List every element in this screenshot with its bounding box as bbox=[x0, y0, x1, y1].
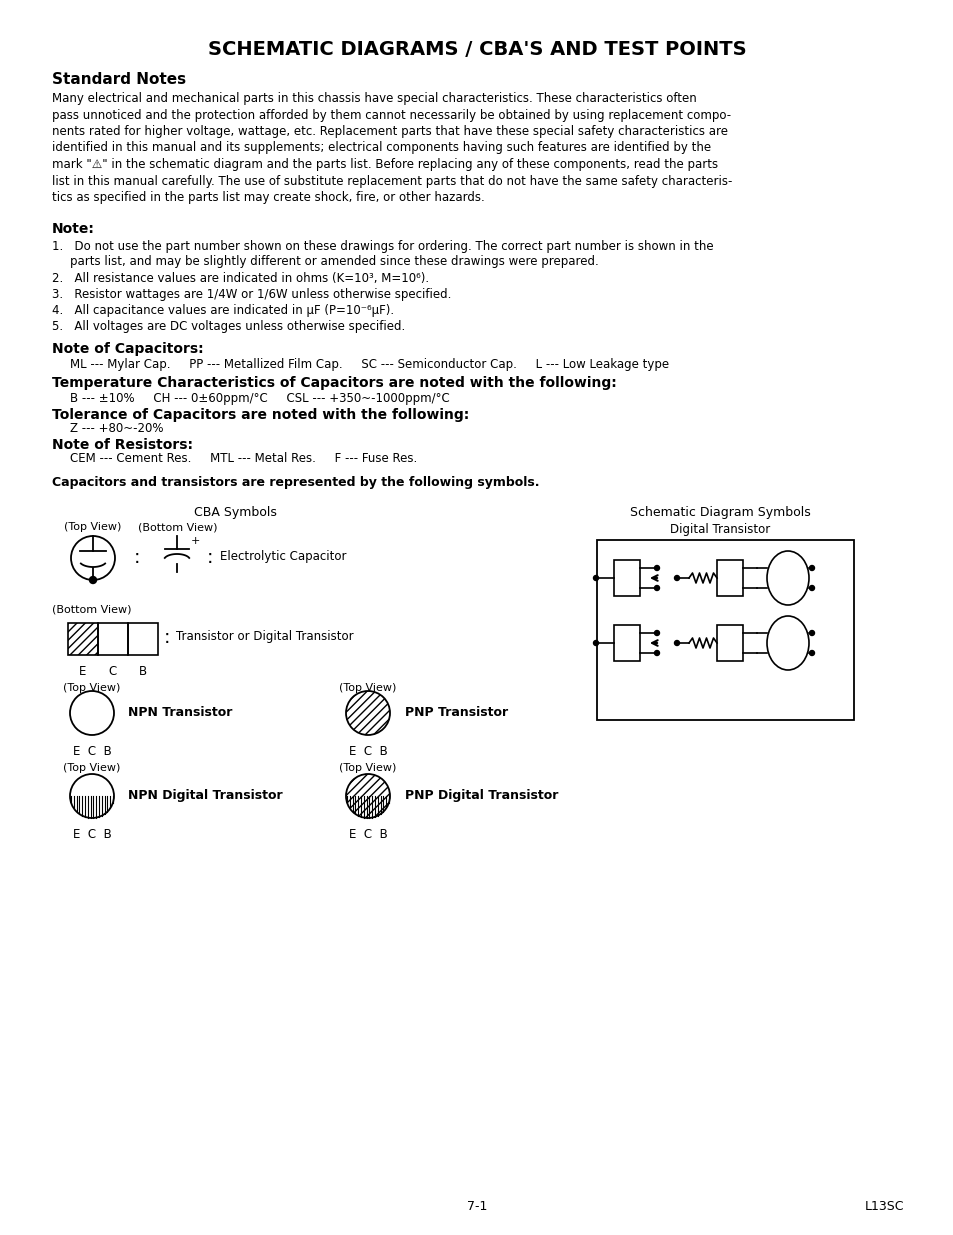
Text: PNP Digital Transistor: PNP Digital Transistor bbox=[405, 789, 558, 803]
Circle shape bbox=[674, 576, 679, 580]
Text: Schematic Diagram Symbols: Schematic Diagram Symbols bbox=[629, 506, 809, 519]
Text: CBA Symbols: CBA Symbols bbox=[193, 506, 276, 519]
Circle shape bbox=[674, 641, 679, 646]
Text: parts list, and may be slightly different or amended since these drawings were p: parts list, and may be slightly differen… bbox=[70, 254, 598, 268]
Text: 5.   All voltages are DC voltages unless otherwise specified.: 5. All voltages are DC voltages unless o… bbox=[52, 320, 405, 333]
Text: pass unnoticed and the protection afforded by them cannot necessarily be obtaine: pass unnoticed and the protection afford… bbox=[52, 109, 730, 121]
Circle shape bbox=[809, 651, 814, 656]
Circle shape bbox=[593, 576, 598, 580]
Text: identified in this manual and its supplements; electrical components having such: identified in this manual and its supple… bbox=[52, 142, 710, 154]
Text: Transistor or Digital Transistor: Transistor or Digital Transistor bbox=[175, 630, 354, 643]
Circle shape bbox=[654, 566, 659, 571]
Text: E  C  B: E C B bbox=[72, 827, 112, 841]
Text: E  C  B: E C B bbox=[348, 745, 387, 758]
Text: C: C bbox=[109, 664, 117, 678]
Bar bbox=[614, 625, 639, 661]
Circle shape bbox=[90, 577, 96, 583]
Text: (Top View): (Top View) bbox=[64, 522, 122, 532]
Circle shape bbox=[809, 631, 814, 636]
Circle shape bbox=[809, 585, 814, 590]
Text: tics as specified in the parts list may create shock, fire, or other hazards.: tics as specified in the parts list may … bbox=[52, 191, 484, 204]
Circle shape bbox=[654, 631, 659, 636]
Text: 1.   Do not use the part number shown on these drawings for ordering. The correc: 1. Do not use the part number shown on t… bbox=[52, 240, 713, 253]
Text: 3.   Resistor wattages are 1/4W or 1/6W unless otherwise specified.: 3. Resistor wattages are 1/4W or 1/6W un… bbox=[52, 288, 451, 301]
Circle shape bbox=[654, 585, 659, 590]
Bar bbox=[717, 625, 742, 661]
Text: NPN Digital Transistor: NPN Digital Transistor bbox=[128, 789, 282, 803]
Text: 4.   All capacitance values are indicated in μF (P=10⁻⁶μF).: 4. All capacitance values are indicated … bbox=[52, 304, 394, 317]
Text: (Bottom View): (Bottom View) bbox=[52, 605, 132, 615]
Bar bbox=[98, 622, 128, 655]
Text: ML --- Mylar Cap.     PP --- Metallized Film Cap.     SC --- Semiconductor Cap. : ML --- Mylar Cap. PP --- Metallized Film… bbox=[70, 358, 668, 370]
Bar bbox=[717, 559, 742, 597]
Text: Z --- +80~-20%: Z --- +80~-20% bbox=[70, 422, 163, 435]
Text: :: : bbox=[207, 548, 213, 567]
Text: Digital Transistor: Digital Transistor bbox=[669, 522, 769, 536]
Text: (Top View): (Top View) bbox=[63, 763, 121, 773]
Circle shape bbox=[346, 692, 390, 735]
Text: (Top View): (Top View) bbox=[339, 763, 396, 773]
Text: E  C  B: E C B bbox=[348, 827, 387, 841]
Text: list in this manual carefully. The use of substitute replacement parts that do n: list in this manual carefully. The use o… bbox=[52, 174, 732, 188]
Text: (Bottom View): (Bottom View) bbox=[138, 522, 217, 532]
Bar bbox=[614, 559, 639, 597]
Text: :: : bbox=[133, 548, 140, 567]
Text: Standard Notes: Standard Notes bbox=[52, 72, 186, 86]
Text: NPN Transistor: NPN Transistor bbox=[128, 706, 233, 720]
Text: nents rated for higher voltage, wattage, etc. Replacement parts that have these : nents rated for higher voltage, wattage,… bbox=[52, 125, 727, 138]
Circle shape bbox=[346, 774, 390, 818]
Text: E  C  B: E C B bbox=[72, 745, 112, 758]
Text: 7-1: 7-1 bbox=[466, 1200, 487, 1213]
Text: 2.   All resistance values are indicated in ohms (K=10³, M=10⁶).: 2. All resistance values are indicated i… bbox=[52, 272, 429, 285]
Text: Tolerance of Capacitors are noted with the following:: Tolerance of Capacitors are noted with t… bbox=[52, 408, 469, 422]
Circle shape bbox=[593, 641, 598, 646]
Circle shape bbox=[809, 566, 814, 571]
Text: PNP Transistor: PNP Transistor bbox=[405, 706, 508, 720]
Text: Note of Capacitors:: Note of Capacitors: bbox=[52, 342, 203, 356]
Text: L13SC: L13SC bbox=[863, 1200, 903, 1213]
Text: (Top View): (Top View) bbox=[63, 683, 121, 693]
Text: SCHEMATIC DIAGRAMS / CBA'S AND TEST POINTS: SCHEMATIC DIAGRAMS / CBA'S AND TEST POIN… bbox=[208, 40, 745, 59]
Text: Many electrical and mechanical parts in this chassis have special characteristic: Many electrical and mechanical parts in … bbox=[52, 91, 696, 105]
Text: Capacitors and transistors are represented by the following symbols.: Capacitors and transistors are represent… bbox=[52, 475, 539, 489]
Bar bbox=[597, 540, 853, 720]
Text: Temperature Characteristics of Capacitors are noted with the following:: Temperature Characteristics of Capacitor… bbox=[52, 375, 616, 390]
Bar bbox=[68, 622, 98, 655]
Text: Note of Resistors:: Note of Resistors: bbox=[52, 438, 193, 452]
Text: (Top View): (Top View) bbox=[339, 683, 396, 693]
Bar bbox=[128, 622, 158, 655]
Text: B --- ±10%     CH --- 0±60ppm/°C     CSL --- +350~-1000ppm/°C: B --- ±10% CH --- 0±60ppm/°C CSL --- +35… bbox=[70, 391, 449, 405]
Text: E: E bbox=[79, 664, 87, 678]
Text: mark "⚠" in the schematic diagram and the parts list. Before replacing any of th: mark "⚠" in the schematic diagram and th… bbox=[52, 158, 718, 170]
Text: CEM --- Cement Res.     MTL --- Metal Res.     F --- Fuse Res.: CEM --- Cement Res. MTL --- Metal Res. F… bbox=[70, 452, 416, 466]
Text: Note:: Note: bbox=[52, 222, 94, 236]
Text: B: B bbox=[139, 664, 147, 678]
Text: :: : bbox=[164, 629, 170, 647]
Circle shape bbox=[654, 651, 659, 656]
Text: Electrolytic Capacitor: Electrolytic Capacitor bbox=[220, 550, 346, 563]
Text: +: + bbox=[191, 536, 200, 546]
